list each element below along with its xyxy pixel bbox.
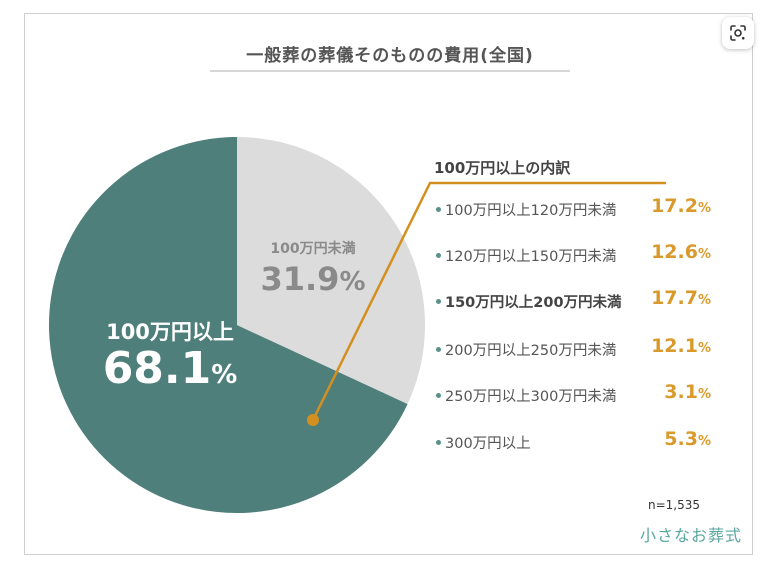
google-lens-icon — [730, 25, 746, 41]
breakdown-label: 150万円以上200万円未満 — [445, 295, 622, 311]
slice-value-over-100: 68.1% — [102, 343, 238, 394]
breakdown-title: 100万円以上の内訳 — [434, 159, 571, 177]
title-underline — [210, 70, 570, 72]
callout-dot — [307, 414, 319, 426]
breakdown-item: 120万円以上150万円未満 12.6% — [436, 241, 716, 267]
breakdown-value: 3.1% — [664, 381, 711, 403]
bullet-dot — [436, 207, 441, 212]
breakdown-item: 100万円以上120万円未満 17.2% — [436, 195, 716, 221]
breakdown-label: 200万円以上250万円未満 — [445, 343, 617, 359]
bullet-dot — [436, 299, 441, 304]
callout-line — [311, 181, 666, 421]
slice-label-over-100: 100万円以上 — [106, 320, 234, 344]
source-logo: 小さなお葬式 — [640, 526, 743, 545]
sample-size: n=1,535 — [648, 498, 701, 512]
slice-label-under-100: 100万円未満 — [270, 241, 356, 257]
lens-button[interactable] — [722, 17, 754, 49]
bullet-dot — [436, 393, 441, 398]
breakdown-value: 17.2% — [651, 195, 711, 217]
bullet-dot — [436, 253, 441, 258]
breakdown-value: 17.7% — [651, 287, 711, 309]
chart-title: 一般葬の葬儀そのものの費用(全国) — [246, 46, 534, 66]
breakdown-label: 120万円以上150万円未満 — [445, 249, 617, 265]
bullet-dot — [436, 347, 441, 352]
pie-slice-under-100 — [237, 137, 425, 404]
breakdown-item: 200万円以上250万円未満 12.1% — [436, 335, 716, 361]
breakdown-item: 300万円以上 5.3% — [436, 428, 716, 454]
breakdown-value: 5.3% — [664, 428, 711, 450]
breakdown-label: 250万円以上300万円未満 — [445, 389, 617, 405]
breakdown-item: 150万円以上200万円未満 17.7% — [436, 287, 716, 313]
slice-value-under-100: 31.9% — [260, 260, 366, 298]
breakdown-value: 12.1% — [651, 335, 711, 357]
breakdown-label: 100万円以上120万円未満 — [445, 203, 617, 219]
bullet-dot — [436, 440, 441, 445]
breakdown-value: 12.6% — [651, 241, 711, 263]
breakdown-label: 300万円以上 — [445, 436, 531, 452]
breakdown-item: 250万円以上300万円未満 3.1% — [436, 381, 716, 407]
